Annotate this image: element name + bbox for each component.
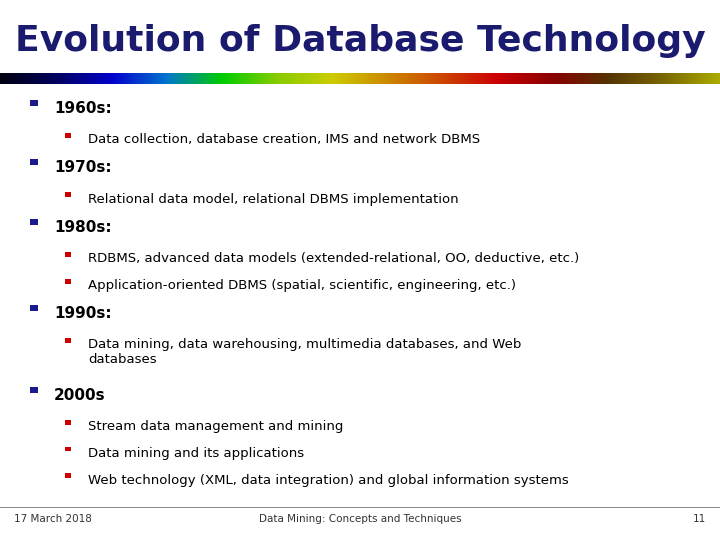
Bar bbox=[65, 133, 71, 138]
Text: 17 March 2018: 17 March 2018 bbox=[14, 515, 92, 524]
Bar bbox=[65, 474, 71, 478]
Bar bbox=[65, 338, 71, 343]
Bar bbox=[30, 219, 38, 225]
Text: Application-oriented DBMS (spatial, scientific, engineering, etc.): Application-oriented DBMS (spatial, scie… bbox=[88, 279, 516, 292]
Bar bbox=[65, 279, 71, 284]
Bar bbox=[65, 252, 71, 256]
Text: 1990s:: 1990s: bbox=[54, 306, 112, 321]
Text: 11: 11 bbox=[693, 515, 706, 524]
Text: 1970s:: 1970s: bbox=[54, 160, 112, 176]
Bar bbox=[65, 420, 71, 424]
Text: 1960s:: 1960s: bbox=[54, 101, 112, 116]
Text: Relational data model, relational DBMS implementation: Relational data model, relational DBMS i… bbox=[88, 193, 459, 206]
Text: Data Mining: Concepts and Techniques: Data Mining: Concepts and Techniques bbox=[258, 515, 462, 524]
Text: Data collection, database creation, IMS and network DBMS: Data collection, database creation, IMS … bbox=[88, 133, 480, 146]
Text: 1980s:: 1980s: bbox=[54, 220, 112, 234]
Bar bbox=[30, 387, 38, 393]
Text: Data mining, data warehousing, multimedia databases, and Web
databases: Data mining, data warehousing, multimedi… bbox=[88, 338, 521, 366]
Bar bbox=[30, 100, 38, 106]
Text: Evolution of Database Technology: Evolution of Database Technology bbox=[14, 24, 706, 57]
Text: 2000s: 2000s bbox=[54, 388, 106, 402]
Bar bbox=[30, 159, 38, 165]
Text: Web technology (XML, data integration) and global information systems: Web technology (XML, data integration) a… bbox=[88, 474, 569, 487]
Bar bbox=[30, 305, 38, 311]
Text: Stream data management and mining: Stream data management and mining bbox=[88, 420, 343, 433]
Text: Data mining and its applications: Data mining and its applications bbox=[88, 447, 304, 460]
Bar bbox=[65, 447, 71, 451]
Text: RDBMS, advanced data models (extended-relational, OO, deductive, etc.): RDBMS, advanced data models (extended-re… bbox=[88, 252, 579, 265]
Bar bbox=[65, 192, 71, 197]
